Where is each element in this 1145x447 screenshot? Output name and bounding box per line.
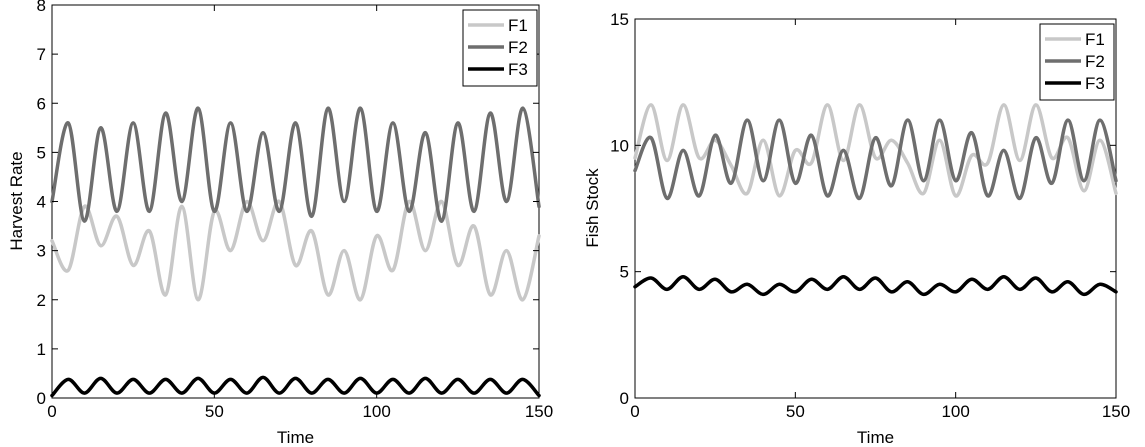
x-tick-label: 150 bbox=[525, 402, 553, 421]
y-tick-label: 7 bbox=[37, 45, 46, 64]
legend-entry-f1: F1 bbox=[468, 16, 528, 35]
x-tick-label: 150 bbox=[1102, 402, 1130, 421]
series-line-f1 bbox=[633, 103, 1118, 198]
y-tick-label: 10 bbox=[610, 136, 629, 155]
chart-panel-fish-stock: 0 50 100 150 0 5 10 15 Time Fish Stock F1 F2 F3 bbox=[583, 10, 1130, 447]
series-line-f3 bbox=[633, 274, 1118, 297]
y-tick-label: 8 bbox=[37, 0, 46, 15]
legend-label-f1: F1 bbox=[1085, 30, 1105, 49]
y-tick-label: 6 bbox=[37, 94, 46, 113]
legend-label-f2: F2 bbox=[508, 38, 528, 57]
y-tick-label: 5 bbox=[620, 263, 629, 282]
y-axis-label: Harvest Rate bbox=[7, 151, 26, 250]
y-tick-label: 0 bbox=[37, 389, 46, 408]
legend-entry-f3: F3 bbox=[468, 60, 528, 79]
legend-label-f3: F3 bbox=[1085, 74, 1105, 93]
legend-label-f3: F3 bbox=[508, 60, 528, 79]
series-line-f2 bbox=[50, 106, 541, 223]
x-tick-label: 100 bbox=[362, 402, 390, 421]
y-tick-label: 0 bbox=[620, 389, 629, 408]
axis-ticks: 0 50 100 150 0 5 10 15 bbox=[610, 10, 1130, 421]
x-axis-label: Time bbox=[857, 428, 894, 447]
x-axis-label: Time bbox=[277, 428, 314, 447]
y-tick-label: 4 bbox=[37, 193, 46, 212]
chart-panel-harvest-rate: 0 50 100 150 0 1 2 3 4 5 6 7 8 Time Harvest Rate F1 … bbox=[7, 0, 553, 447]
legend-label-f1: F1 bbox=[508, 16, 528, 35]
y-tick-label: 2 bbox=[37, 291, 46, 310]
plot-area-frame bbox=[51, 4, 540, 399]
plot-area-frame bbox=[634, 18, 1117, 399]
y-tick-label: 1 bbox=[37, 340, 46, 359]
y-tick-label: 15 bbox=[610, 10, 629, 29]
x-tick-label: 100 bbox=[941, 402, 969, 421]
x-tick-label: 0 bbox=[630, 402, 639, 421]
legend-label-f2: F2 bbox=[1085, 52, 1105, 71]
y-tick-label: 3 bbox=[37, 242, 46, 261]
legend-entry-f2: F2 bbox=[1045, 52, 1105, 71]
x-tick-label: 0 bbox=[47, 402, 56, 421]
x-tick-label: 50 bbox=[786, 402, 805, 421]
series-lines bbox=[50, 106, 541, 398]
legend: F1 F2 F3 bbox=[1039, 23, 1115, 101]
series-line-f2 bbox=[633, 118, 1118, 201]
legend: F1 F2 F3 bbox=[462, 9, 538, 87]
legend-entry-f1: F1 bbox=[1045, 30, 1105, 49]
series-lines bbox=[633, 103, 1118, 297]
series-line-f3 bbox=[50, 375, 541, 398]
series-line-f1 bbox=[50, 199, 541, 302]
legend-entry-f2: F2 bbox=[468, 38, 528, 57]
y-tick-label: 5 bbox=[37, 143, 46, 162]
x-tick-label: 50 bbox=[205, 402, 224, 421]
legend-entry-f3: F3 bbox=[1045, 74, 1105, 93]
axis-ticks: 0 50 100 150 0 1 2 3 4 5 6 7 8 bbox=[37, 0, 554, 421]
y-axis-label: Fish Stock bbox=[583, 168, 602, 248]
